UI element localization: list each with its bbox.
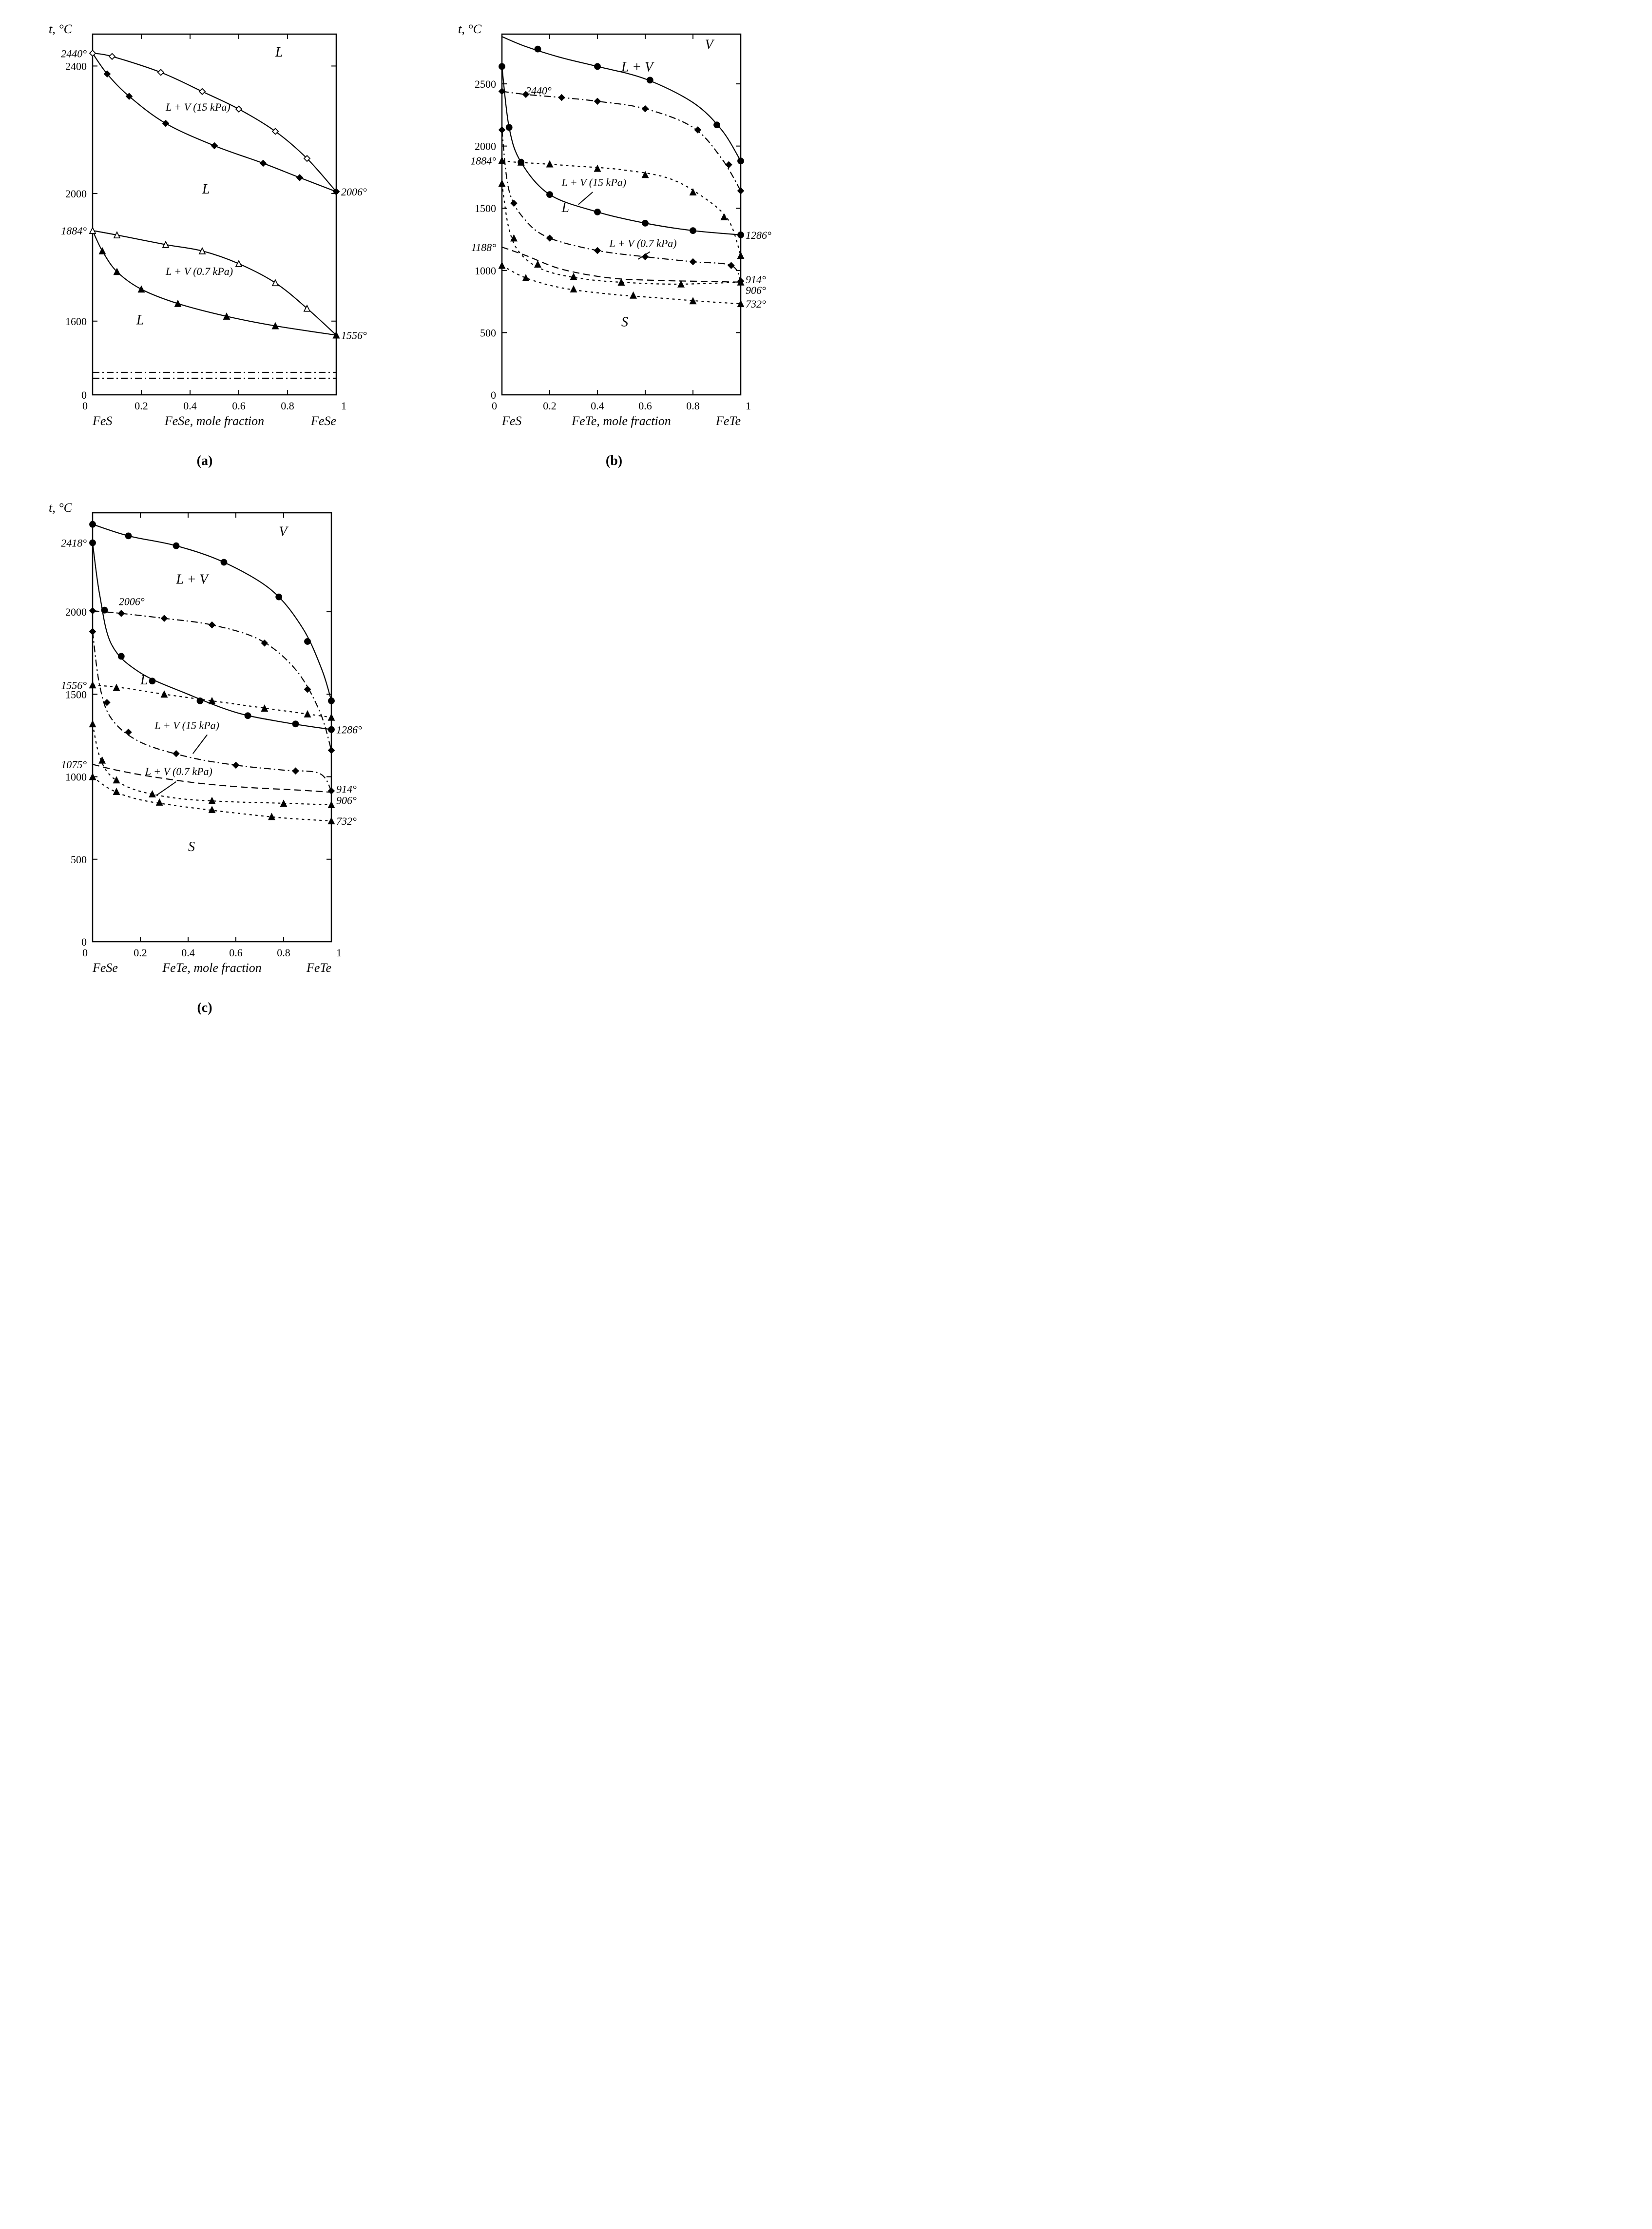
svg-text:2440°: 2440° — [526, 84, 552, 97]
svg-text:L + V (0.7 kPa): L + V (0.7 kPa) — [145, 765, 212, 777]
panel-c: 05001000150020000.20.40.60.801FeSeFeTe, … — [19, 498, 390, 1016]
svg-text:1600: 1600 — [65, 315, 87, 328]
svg-text:0.6: 0.6 — [232, 400, 246, 412]
chart-b: 050010001500200025000.20.40.60.801FeSFeT… — [443, 19, 785, 448]
panel-a: 01600200024000.20.40.60.801FeSFeSe, mole… — [19, 19, 390, 469]
svg-text:1884°: 1884° — [470, 155, 496, 167]
svg-text:2500: 2500 — [475, 78, 496, 90]
svg-text:0.6: 0.6 — [229, 947, 243, 959]
svg-text:L: L — [561, 200, 570, 215]
svg-text:L + V: L + V — [621, 60, 654, 75]
svg-text:t, °C: t, °C — [49, 22, 73, 36]
svg-text:2400: 2400 — [65, 60, 87, 72]
svg-text:L + V (0.7 kPa): L + V (0.7 kPa) — [609, 237, 677, 249]
svg-text:1286°: 1286° — [746, 229, 771, 241]
svg-text:1: 1 — [746, 400, 751, 412]
svg-text:2418°: 2418° — [61, 537, 87, 549]
svg-text:L: L — [275, 45, 283, 60]
svg-text:0.2: 0.2 — [543, 400, 557, 412]
svg-text:L + V (15 kPa): L + V (15 kPa) — [165, 101, 231, 113]
svg-text:1: 1 — [341, 400, 346, 412]
svg-text:0.8: 0.8 — [686, 400, 700, 412]
svg-text:1556°: 1556° — [341, 330, 367, 342]
panel-b: 050010001500200025000.20.40.60.801FeSFeT… — [429, 19, 799, 469]
svg-text:0: 0 — [492, 400, 497, 412]
svg-text:S: S — [621, 315, 628, 330]
svg-text:0.2: 0.2 — [134, 947, 147, 959]
svg-text:1000: 1000 — [475, 265, 496, 277]
svg-text:906°: 906° — [746, 284, 766, 296]
svg-text:1500: 1500 — [475, 202, 496, 214]
svg-text:S: S — [188, 839, 195, 854]
svg-text:0.2: 0.2 — [134, 400, 148, 412]
svg-text:2000: 2000 — [65, 188, 87, 200]
chart-a: 01600200024000.20.40.60.801FeSFeSe, mole… — [34, 19, 375, 448]
svg-text:914°: 914° — [336, 783, 357, 795]
svg-text:FeTe, mole fraction: FeTe, mole fraction — [162, 961, 261, 975]
svg-text:FeTe, mole fraction: FeTe, mole fraction — [571, 414, 671, 428]
caption-c: (c) — [197, 1000, 212, 1016]
svg-text:1188°: 1188° — [471, 241, 496, 253]
svg-text:0.6: 0.6 — [638, 400, 652, 412]
svg-text:1000: 1000 — [65, 771, 87, 783]
svg-text:V: V — [279, 524, 288, 539]
chart-c: 05001000150020000.20.40.60.801FeSeFeTe, … — [34, 498, 375, 995]
svg-text:FeTe: FeTe — [715, 414, 741, 428]
svg-text:0.4: 0.4 — [181, 947, 195, 959]
svg-text:L + V (15 kPa): L + V (15 kPa) — [154, 719, 219, 731]
svg-text:0: 0 — [82, 400, 88, 412]
svg-text:1884°: 1884° — [61, 225, 87, 237]
svg-text:1286°: 1286° — [336, 724, 362, 736]
svg-text:2006°: 2006° — [341, 186, 367, 198]
svg-text:L: L — [140, 673, 148, 688]
svg-text:500: 500 — [71, 853, 87, 866]
svg-text:V: V — [705, 38, 715, 53]
caption-a: (a) — [197, 453, 213, 469]
svg-text:L: L — [136, 312, 144, 328]
svg-text:0.4: 0.4 — [183, 400, 197, 412]
caption-b: (b) — [606, 453, 622, 469]
figure-grid: 0 1600 2000 2400 0.2 0.4 0.6 0.8 0 1 FeS FeSe, mole… — [19, 19, 799, 1016]
svg-text:1075°: 1075° — [61, 758, 87, 771]
svg-text:2000: 2000 — [65, 606, 87, 618]
svg-text:1: 1 — [336, 947, 342, 959]
svg-text:FeS: FeS — [501, 414, 521, 428]
svg-text:500: 500 — [480, 327, 496, 339]
svg-text:FeSe: FeSe — [310, 414, 336, 428]
svg-text:2000: 2000 — [475, 140, 496, 153]
svg-text:L + V (15 kPa): L + V (15 kPa) — [561, 176, 627, 188]
svg-text:L + V (0.7 kPa): L + V (0.7 kPa) — [165, 265, 233, 277]
svg-text:FeS: FeS — [92, 414, 112, 428]
svg-text:0.8: 0.8 — [281, 400, 294, 412]
svg-text:0.8: 0.8 — [277, 947, 290, 959]
svg-text:0: 0 — [82, 947, 88, 959]
svg-text:L: L — [202, 182, 210, 197]
svg-text:FeSe, mole fraction: FeSe, mole fraction — [164, 414, 264, 428]
svg-text:t, °C: t, °C — [49, 501, 73, 515]
svg-text:FeTe: FeTe — [306, 961, 331, 975]
svg-text:2006°: 2006° — [119, 596, 145, 608]
svg-text:L + V: L + V — [176, 572, 210, 587]
svg-text:732°: 732° — [336, 815, 357, 827]
svg-text:FeSe: FeSe — [92, 961, 118, 975]
svg-text:732°: 732° — [746, 298, 766, 310]
svg-text:0.4: 0.4 — [591, 400, 604, 412]
svg-text:906°: 906° — [336, 794, 357, 806]
svg-text:t, °C: t, °C — [458, 22, 482, 36]
svg-text:2440°: 2440° — [61, 47, 87, 59]
svg-text:1556°: 1556° — [61, 679, 87, 691]
